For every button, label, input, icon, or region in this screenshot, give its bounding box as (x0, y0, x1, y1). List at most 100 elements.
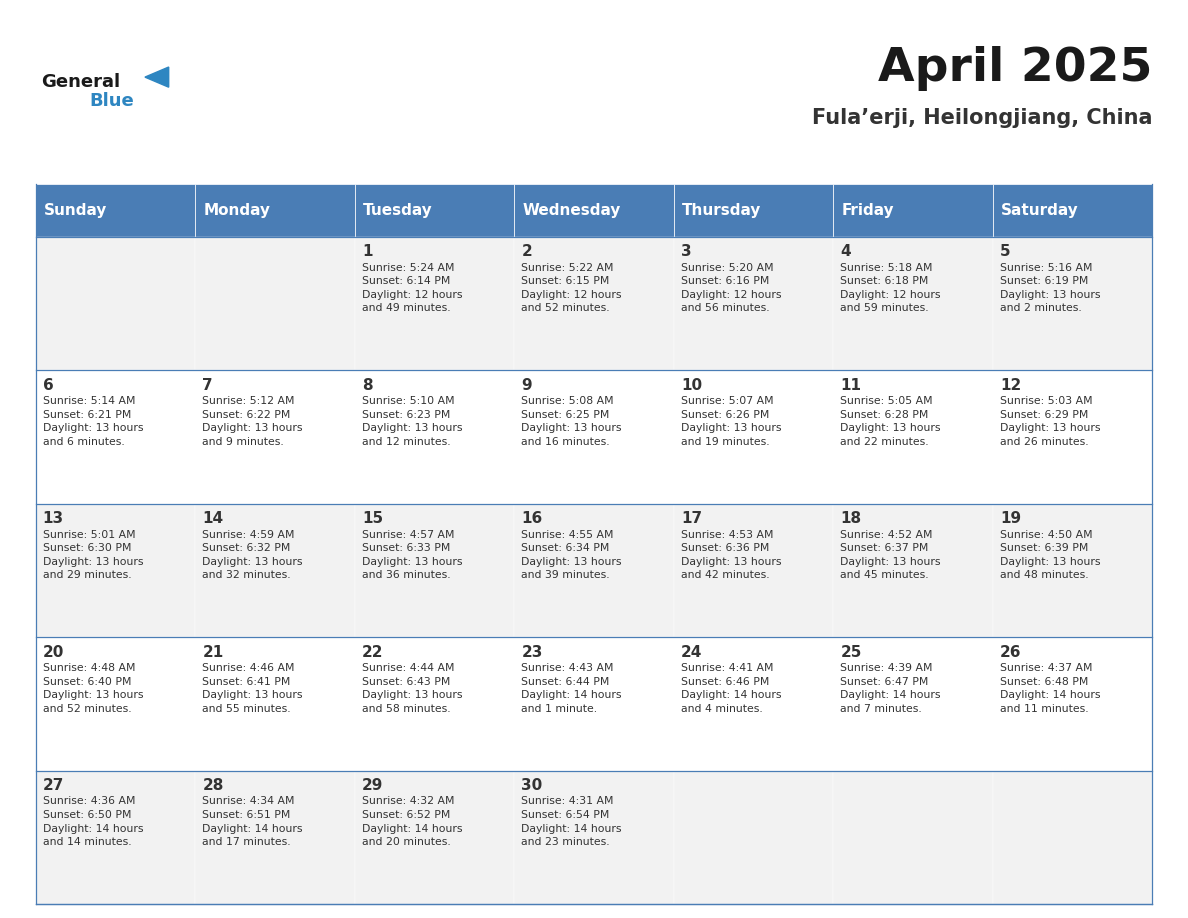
Text: Sunrise: 4:44 AM
Sunset: 6:43 PM
Daylight: 13 hours
and 58 minutes.: Sunrise: 4:44 AM Sunset: 6:43 PM Dayligh… (362, 663, 462, 714)
Text: Sunrise: 5:05 AM
Sunset: 6:28 PM
Daylight: 13 hours
and 22 minutes.: Sunrise: 5:05 AM Sunset: 6:28 PM Dayligh… (840, 396, 941, 447)
Text: 10: 10 (681, 377, 702, 393)
Text: 12: 12 (1000, 377, 1022, 393)
Text: Saturday: Saturday (1001, 203, 1079, 218)
Text: Sunrise: 5:07 AM
Sunset: 6:26 PM
Daylight: 13 hours
and 19 minutes.: Sunrise: 5:07 AM Sunset: 6:26 PM Dayligh… (681, 396, 782, 447)
Text: 22: 22 (362, 644, 384, 660)
Bar (514, 370, 674, 504)
Text: 27: 27 (43, 778, 64, 793)
Bar (355, 771, 514, 904)
Bar (355, 237, 514, 370)
Text: 9: 9 (522, 377, 532, 393)
Text: 29: 29 (362, 778, 384, 793)
Bar (514, 184, 674, 237)
Text: Sunrise: 4:32 AM
Sunset: 6:52 PM
Daylight: 14 hours
and 20 minutes.: Sunrise: 4:32 AM Sunset: 6:52 PM Dayligh… (362, 797, 462, 847)
Bar (993, 637, 1152, 771)
Text: Sunrise: 5:10 AM
Sunset: 6:23 PM
Daylight: 13 hours
and 12 minutes.: Sunrise: 5:10 AM Sunset: 6:23 PM Dayligh… (362, 396, 462, 447)
Text: Sunrise: 5:14 AM
Sunset: 6:21 PM
Daylight: 13 hours
and 6 minutes.: Sunrise: 5:14 AM Sunset: 6:21 PM Dayligh… (43, 396, 144, 447)
Bar (674, 184, 833, 237)
Bar (833, 237, 993, 370)
Bar (195, 184, 355, 237)
Text: 16: 16 (522, 511, 543, 526)
Text: Sunrise: 4:36 AM
Sunset: 6:50 PM
Daylight: 14 hours
and 14 minutes.: Sunrise: 4:36 AM Sunset: 6:50 PM Dayligh… (43, 797, 144, 847)
Text: 23: 23 (522, 644, 543, 660)
Bar (355, 370, 514, 504)
Text: Sunrise: 4:53 AM
Sunset: 6:36 PM
Daylight: 13 hours
and 42 minutes.: Sunrise: 4:53 AM Sunset: 6:36 PM Dayligh… (681, 530, 782, 580)
Text: Tuesday: Tuesday (364, 203, 432, 218)
Text: 2: 2 (522, 244, 532, 259)
Bar (36, 184, 195, 237)
Bar (833, 504, 993, 637)
Bar (355, 504, 514, 637)
Text: 17: 17 (681, 511, 702, 526)
Text: Sunrise: 4:52 AM
Sunset: 6:37 PM
Daylight: 13 hours
and 45 minutes.: Sunrise: 4:52 AM Sunset: 6:37 PM Dayligh… (840, 530, 941, 580)
Text: Sunrise: 4:57 AM
Sunset: 6:33 PM
Daylight: 13 hours
and 36 minutes.: Sunrise: 4:57 AM Sunset: 6:33 PM Dayligh… (362, 530, 462, 580)
Text: Sunrise: 4:50 AM
Sunset: 6:39 PM
Daylight: 13 hours
and 48 minutes.: Sunrise: 4:50 AM Sunset: 6:39 PM Dayligh… (1000, 530, 1100, 580)
Bar (355, 184, 514, 237)
Bar (36, 637, 195, 771)
Text: 4: 4 (840, 244, 851, 259)
Bar (833, 370, 993, 504)
Bar (993, 237, 1152, 370)
Text: April 2025: April 2025 (878, 46, 1152, 91)
Text: Monday: Monday (203, 203, 271, 218)
Text: Sunday: Sunday (44, 203, 107, 218)
Bar (195, 370, 355, 504)
Text: Sunrise: 5:03 AM
Sunset: 6:29 PM
Daylight: 13 hours
and 26 minutes.: Sunrise: 5:03 AM Sunset: 6:29 PM Dayligh… (1000, 396, 1100, 447)
Bar (195, 504, 355, 637)
Text: Sunrise: 4:34 AM
Sunset: 6:51 PM
Daylight: 14 hours
and 17 minutes.: Sunrise: 4:34 AM Sunset: 6:51 PM Dayligh… (202, 797, 303, 847)
Text: Sunrise: 4:37 AM
Sunset: 6:48 PM
Daylight: 14 hours
and 11 minutes.: Sunrise: 4:37 AM Sunset: 6:48 PM Dayligh… (1000, 663, 1100, 714)
Text: 28: 28 (202, 778, 223, 793)
Text: Sunrise: 5:20 AM
Sunset: 6:16 PM
Daylight: 12 hours
and 56 minutes.: Sunrise: 5:20 AM Sunset: 6:16 PM Dayligh… (681, 263, 782, 313)
Text: Sunrise: 5:01 AM
Sunset: 6:30 PM
Daylight: 13 hours
and 29 minutes.: Sunrise: 5:01 AM Sunset: 6:30 PM Dayligh… (43, 530, 144, 580)
Polygon shape (145, 67, 169, 87)
Bar (833, 184, 993, 237)
Text: 15: 15 (362, 511, 383, 526)
Bar (833, 771, 993, 904)
Text: Fula’erji, Heilongjiang, China: Fula’erji, Heilongjiang, China (811, 108, 1152, 129)
Text: Sunrise: 4:46 AM
Sunset: 6:41 PM
Daylight: 13 hours
and 55 minutes.: Sunrise: 4:46 AM Sunset: 6:41 PM Dayligh… (202, 663, 303, 714)
Text: 1: 1 (362, 244, 372, 259)
Bar (833, 637, 993, 771)
Bar (355, 637, 514, 771)
Bar (674, 504, 833, 637)
Text: Sunrise: 5:16 AM
Sunset: 6:19 PM
Daylight: 13 hours
and 2 minutes.: Sunrise: 5:16 AM Sunset: 6:19 PM Dayligh… (1000, 263, 1100, 313)
Text: 3: 3 (681, 244, 691, 259)
Text: Sunrise: 5:08 AM
Sunset: 6:25 PM
Daylight: 13 hours
and 16 minutes.: Sunrise: 5:08 AM Sunset: 6:25 PM Dayligh… (522, 396, 621, 447)
Text: Sunrise: 4:43 AM
Sunset: 6:44 PM
Daylight: 14 hours
and 1 minute.: Sunrise: 4:43 AM Sunset: 6:44 PM Dayligh… (522, 663, 621, 714)
Text: Sunrise: 5:22 AM
Sunset: 6:15 PM
Daylight: 12 hours
and 52 minutes.: Sunrise: 5:22 AM Sunset: 6:15 PM Dayligh… (522, 263, 621, 313)
Bar (36, 237, 195, 370)
Text: Sunrise: 5:18 AM
Sunset: 6:18 PM
Daylight: 12 hours
and 59 minutes.: Sunrise: 5:18 AM Sunset: 6:18 PM Dayligh… (840, 263, 941, 313)
Bar (993, 771, 1152, 904)
Text: 8: 8 (362, 377, 373, 393)
Text: Sunrise: 4:59 AM
Sunset: 6:32 PM
Daylight: 13 hours
and 32 minutes.: Sunrise: 4:59 AM Sunset: 6:32 PM Dayligh… (202, 530, 303, 580)
Bar (36, 771, 195, 904)
Bar (195, 771, 355, 904)
Bar (674, 237, 833, 370)
Text: Sunrise: 5:24 AM
Sunset: 6:14 PM
Daylight: 12 hours
and 49 minutes.: Sunrise: 5:24 AM Sunset: 6:14 PM Dayligh… (362, 263, 462, 313)
Text: Sunrise: 4:31 AM
Sunset: 6:54 PM
Daylight: 14 hours
and 23 minutes.: Sunrise: 4:31 AM Sunset: 6:54 PM Dayligh… (522, 797, 621, 847)
Bar (674, 637, 833, 771)
Bar (514, 771, 674, 904)
Text: 5: 5 (1000, 244, 1011, 259)
Bar (993, 370, 1152, 504)
Text: 13: 13 (43, 511, 64, 526)
Text: 24: 24 (681, 644, 702, 660)
Text: Friday: Friday (841, 203, 895, 218)
Text: Sunrise: 4:41 AM
Sunset: 6:46 PM
Daylight: 14 hours
and 4 minutes.: Sunrise: 4:41 AM Sunset: 6:46 PM Dayligh… (681, 663, 782, 714)
Text: Sunrise: 4:55 AM
Sunset: 6:34 PM
Daylight: 13 hours
and 39 minutes.: Sunrise: 4:55 AM Sunset: 6:34 PM Dayligh… (522, 530, 621, 580)
Bar (674, 771, 833, 904)
Text: Blue: Blue (89, 92, 134, 110)
Text: General: General (42, 73, 121, 92)
Text: 11: 11 (840, 377, 861, 393)
Bar (514, 504, 674, 637)
Bar (36, 504, 195, 637)
Text: 21: 21 (202, 644, 223, 660)
Text: 25: 25 (840, 644, 861, 660)
Text: 7: 7 (202, 377, 213, 393)
Bar (36, 370, 195, 504)
Bar (514, 637, 674, 771)
Text: Wednesday: Wednesday (523, 203, 621, 218)
Text: 6: 6 (43, 377, 53, 393)
Bar (195, 237, 355, 370)
Bar (993, 184, 1152, 237)
